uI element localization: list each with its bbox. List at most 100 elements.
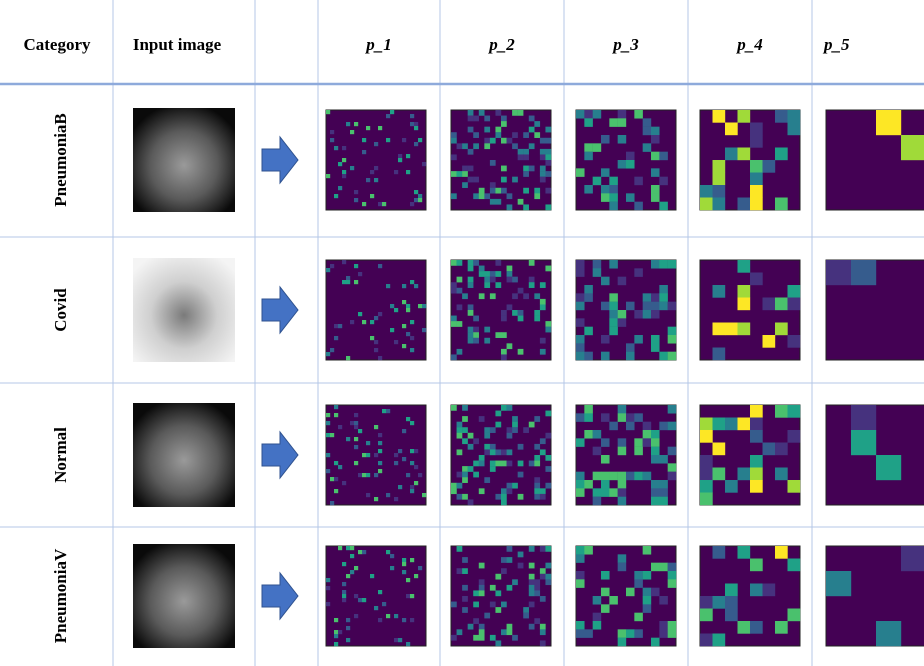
feature-map-cell	[534, 477, 540, 483]
feature-map-cell	[725, 123, 738, 136]
feature-map-cell	[626, 160, 635, 169]
feature-map-cell	[468, 304, 474, 310]
feature-map-cell	[507, 449, 513, 455]
feature-map-cell	[609, 327, 618, 336]
feature-map-cell	[529, 563, 535, 569]
feature-map-cell	[593, 110, 602, 119]
feature-map	[700, 110, 800, 210]
feature-map-cell	[576, 472, 585, 481]
feature-map-cell	[584, 293, 593, 302]
feature-map-cell	[507, 277, 513, 283]
feature-map-cell	[410, 461, 414, 465]
feature-map-cell	[451, 602, 457, 608]
feature-map-cell	[512, 422, 518, 428]
feature-map-cell	[386, 284, 390, 288]
feature-map-cell	[540, 138, 546, 144]
feature-map-cell	[366, 178, 370, 182]
feature-map-cell	[507, 557, 513, 563]
feature-map-cell	[609, 260, 618, 269]
feature-map-cell	[529, 574, 535, 580]
feature-map-cell	[584, 430, 593, 439]
feature-map-cell	[484, 433, 490, 439]
feature-map-cell	[366, 453, 370, 457]
feature-map-cell	[501, 557, 507, 563]
feature-map-cell	[545, 321, 551, 327]
feature-map-cell	[501, 354, 507, 360]
feature-map-cell	[876, 455, 901, 480]
feature-map-cell	[501, 166, 507, 172]
feature-map-cell	[668, 352, 677, 361]
feature-map-cell	[468, 327, 474, 333]
feature-map-cell	[338, 630, 342, 634]
feature-map-cell	[479, 629, 485, 635]
feature-map-cell	[750, 621, 763, 634]
feature-map-cell	[354, 280, 358, 284]
feature-map-cell	[659, 621, 668, 630]
feature-map-cell	[725, 480, 738, 493]
feature-map-cell	[545, 138, 551, 144]
feature-map-cell	[659, 152, 668, 161]
feature-map-cell	[378, 618, 382, 622]
feature-map	[451, 260, 551, 360]
feature-map-cell	[901, 546, 924, 571]
feature-map-cell	[609, 488, 618, 497]
feature-map-cell	[725, 584, 738, 597]
feature-map-cell	[651, 293, 660, 302]
feature-map-cell	[725, 323, 738, 336]
feature-map-cell	[529, 143, 535, 149]
feature-map-cell	[468, 110, 474, 116]
feature-map-cell	[378, 202, 382, 206]
feature-map-cell	[378, 441, 382, 445]
feature-map-cell	[540, 154, 546, 160]
feature-map-cell	[484, 327, 490, 333]
feature-map-cell	[362, 320, 366, 324]
feature-map-cell	[626, 588, 635, 597]
feature-map-cell	[618, 118, 627, 127]
feature-map-cell	[738, 468, 751, 481]
feature-map-cell	[386, 614, 390, 618]
feature-map-cell	[584, 629, 593, 638]
feature-map-cell	[626, 629, 635, 638]
feature-map-cell	[534, 590, 540, 596]
feature-map-cell	[402, 300, 406, 304]
feature-map-cell	[350, 546, 354, 550]
feature-map-cell	[414, 142, 418, 146]
feature-map-cell	[358, 312, 362, 316]
feature-map-cell	[518, 461, 524, 467]
feature-map-cell	[659, 455, 668, 464]
feature-map-cell	[523, 607, 529, 613]
feature-map-cell	[457, 171, 463, 177]
feature-map-cell	[495, 494, 501, 500]
feature-map-cell	[394, 461, 398, 465]
feature-map-cell	[406, 642, 410, 646]
feature-map-cell	[410, 489, 414, 493]
feature-map-cell	[418, 304, 422, 308]
feature-map-cell	[468, 624, 474, 630]
feature-map-cell	[501, 568, 507, 574]
feature-map-cell	[414, 465, 418, 469]
feature-map-cell	[534, 483, 540, 489]
feature-map-cell	[479, 461, 485, 467]
row-category: PneumoniaV	[51, 548, 70, 643]
feature-map-cell	[362, 550, 366, 554]
feature-map-cell	[540, 149, 546, 155]
feature-map-cell	[651, 638, 660, 647]
feature-map-cell	[643, 604, 652, 613]
feature-map-cell	[390, 110, 394, 114]
feature-map-cell	[634, 413, 643, 422]
feature-map-cell	[402, 457, 406, 461]
feature-map-cell	[398, 485, 402, 489]
feature-map-cell	[366, 493, 370, 497]
feature-map-cell	[659, 177, 668, 186]
feature-map-cell	[576, 413, 585, 422]
feature-map-cell	[495, 332, 501, 338]
feature-map-cell	[529, 422, 535, 428]
feature-map-cell	[651, 588, 660, 597]
feature-map-cell	[634, 110, 643, 119]
feature-map-cell	[473, 618, 479, 624]
feature-map-cell	[593, 143, 602, 152]
feature-map-cell	[484, 127, 490, 133]
feature-map-cell	[382, 602, 386, 606]
feature-map-cell	[338, 162, 342, 166]
feature-map-cell	[601, 571, 610, 580]
